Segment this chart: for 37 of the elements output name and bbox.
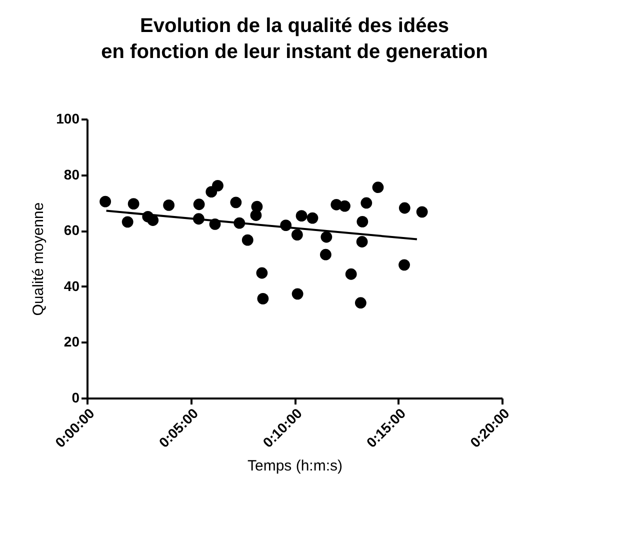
point [398, 259, 410, 271]
point [296, 210, 308, 222]
point [306, 212, 318, 224]
point [212, 180, 224, 192]
point [257, 292, 269, 304]
point [356, 236, 368, 248]
point [398, 202, 410, 214]
point [100, 196, 112, 208]
point [292, 288, 304, 300]
point [345, 268, 357, 280]
point [291, 229, 303, 240]
point [320, 231, 332, 243]
point [360, 197, 372, 209]
point [256, 267, 268, 279]
point [356, 216, 368, 228]
point [320, 248, 332, 260]
point [339, 200, 350, 212]
point [416, 206, 428, 218]
y-axis-title: Qualité moyenne [30, 202, 48, 316]
point [354, 297, 366, 309]
chart-title: Evolution de la qualité des idées en fonction de leur instant de generation [101, 15, 488, 63]
y-tick-label: 40 [64, 278, 80, 294]
point [250, 210, 262, 221]
y-tick-label: 60 [64, 222, 80, 238]
y-tick-label: 20 [64, 334, 80, 350]
point [147, 214, 159, 226]
point [242, 234, 254, 246]
x-axis-title: Temps (h:m:s) [247, 458, 343, 475]
point [193, 198, 205, 210]
point [230, 196, 242, 208]
point [122, 216, 134, 228]
point [372, 182, 384, 194]
y-tick-label: 100 [56, 110, 80, 126]
y-tick-label: 0 [72, 390, 80, 406]
y-tick-label: 80 [64, 166, 80, 182]
point [163, 200, 175, 211]
point [128, 198, 140, 210]
